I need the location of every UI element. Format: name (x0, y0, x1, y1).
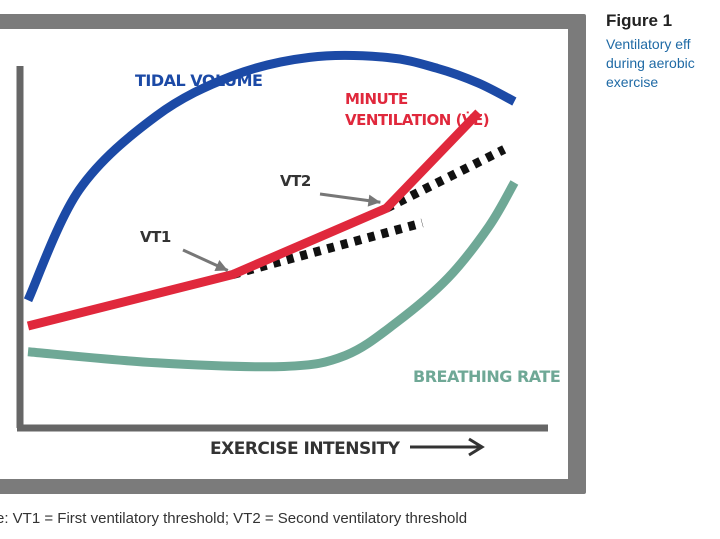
x-axis-label: EXERCISE INTENSITY (210, 439, 401, 459)
minute-ventilation-label-line2: VENTILATION (V̇E) (345, 110, 489, 129)
minute-ventilation-label-line1: MINUTE (345, 90, 408, 108)
figure-subtitle-line: during aerobic (606, 55, 695, 71)
figure-title: Figure 1 (606, 11, 673, 30)
tidal-volume-line (23, 50, 517, 303)
vt1-arrowhead (214, 260, 228, 271)
breathing-rate-line (27, 180, 519, 372)
figure-caption: e: VT1 = First ventilatory threshold; VT… (0, 510, 468, 527)
vt2-label: VT2 (280, 172, 311, 190)
vt2-extension-dotted-line (384, 145, 507, 213)
minute-ventilation-line (26, 109, 482, 331)
figure-subtitle-line: Ventilatory eff (606, 36, 691, 52)
x-axis-arrow (410, 437, 485, 457)
figure-subtitle: Ventilatory eff during aerobic exercise (606, 35, 720, 92)
tidal-volume-label: TIDAL VOLUME (135, 71, 262, 90)
vt2-arrowhead (367, 194, 381, 207)
figure-subtitle-line: exercise (606, 74, 659, 90)
vt1-label: VT1 (140, 228, 171, 246)
breathing-rate-label: BREATHING RATE (413, 367, 560, 386)
vt1-extension-dotted-line (231, 218, 424, 279)
